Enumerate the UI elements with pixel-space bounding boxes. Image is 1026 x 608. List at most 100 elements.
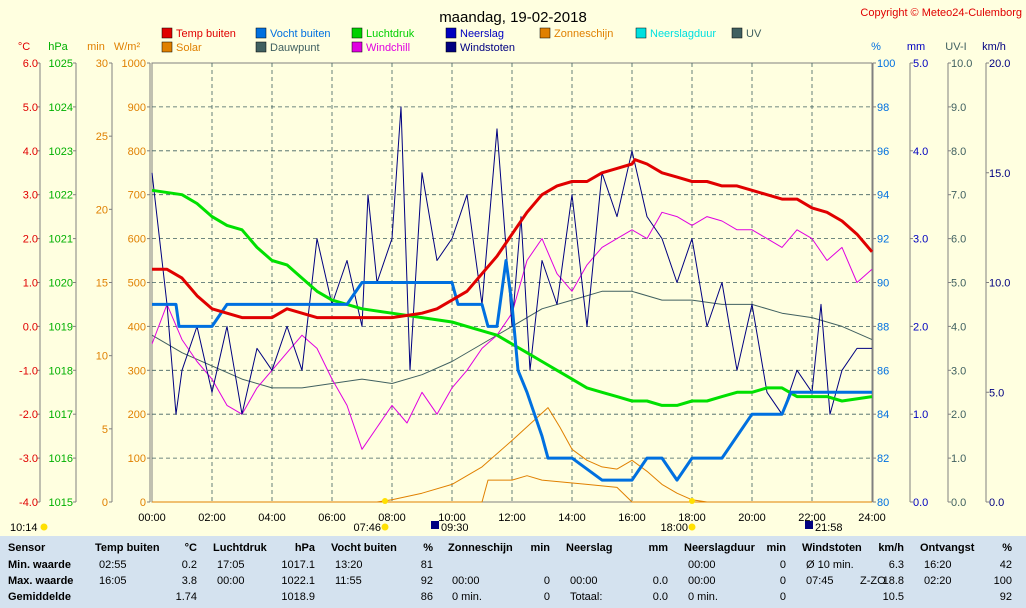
- moonset-icon: [805, 521, 813, 529]
- rain-axis-tick-label: 4.0: [913, 146, 928, 158]
- minutes-axis-tick-label: 0: [102, 497, 108, 509]
- stats-time-pressure: 17:05: [217, 559, 245, 571]
- legend-label: Dauwpunt: [270, 42, 320, 54]
- rain-axis-tick-label: 3.0: [913, 234, 928, 246]
- series-line-vocht-buiten: [152, 259, 872, 482]
- sunset-axis-marker: [689, 498, 695, 504]
- temp-axis-tick-label: 3.0: [23, 190, 38, 202]
- legend-label: Neerslag: [460, 28, 504, 40]
- time-tick-label: 04:00: [258, 512, 286, 524]
- pressure-unit-label: hPa: [48, 41, 68, 53]
- legend-swatch: [255, 41, 267, 53]
- uv-axis-tick-label: 8.0: [951, 146, 966, 158]
- stats-unit-rainduration: min: [766, 542, 786, 554]
- uv-axis-tick-label: 10.0: [951, 58, 972, 70]
- chart-title: maandag, 19-02-2018: [439, 9, 587, 26]
- stats-value-rainduration: 0: [779, 575, 786, 587]
- rain-axis-tick-label: 5.0: [913, 58, 928, 70]
- stats-time-wind: 07:45: [806, 575, 834, 587]
- stats-sensor-column: Sensor Min. waarde Max. waarde Gemiddeld…: [8, 536, 93, 608]
- solar-axis-tick-label: 300: [128, 365, 146, 377]
- pressure-axis-tick-label: 1022: [49, 190, 73, 202]
- temp-axis-tick-label: 6.0: [23, 58, 38, 70]
- stats-value-humidity: 86: [420, 591, 433, 603]
- daylength-label: 10:14: [10, 522, 38, 534]
- stats-column-rainduration: Neerslagduur min 00:00 0 00:00 0 0 min. 0: [684, 536, 794, 608]
- stats-value-pressure: 1017.1: [281, 559, 315, 571]
- stats-column-dewpoint: Ontvangst% 16:20 42 02:20 100 92: [920, 536, 1020, 608]
- sunrise-icon: [381, 523, 389, 531]
- stats-column-sunshine: Zonneschijn min 00:00 0 0 min. 0: [448, 536, 558, 608]
- stats-time-rainduration: 00:00: [688, 559, 716, 571]
- humidity-axis-tick-label: 88: [877, 321, 889, 333]
- weather-chart: maandag, 19-02-2018 Copyright © Meteo24-…: [10, 7, 1022, 534]
- humidity-axis-tick-label: 92: [877, 234, 889, 246]
- solar-axis-tick-label: 200: [128, 409, 146, 421]
- wind-unit-label: km/h: [982, 41, 1006, 53]
- humidity-axis-tick-label: 96: [877, 146, 889, 158]
- stats-value-pressure: 1022.1: [281, 575, 315, 587]
- minutes-axis-tick-label: 10: [96, 351, 108, 363]
- stats-row-label-avg: Gemiddelde: [8, 591, 71, 603]
- time-tick-label: 10:00: [438, 512, 466, 524]
- pressure-axis-tick-label: 1019: [49, 321, 73, 333]
- temp-unit-label: °C: [18, 41, 30, 53]
- legend-swatch: [635, 27, 647, 39]
- humidity-axis-tick-label: 94: [877, 190, 889, 202]
- stats-value-pressure: 1018.9: [281, 591, 315, 603]
- moonrise-label: 09:30: [441, 522, 469, 534]
- minutes-axis-tick-label: 30: [96, 58, 108, 70]
- stats-column-pressure: Luchtdruk hPa 17:05 1017.1 00:00 1022.1 1018.9: [213, 536, 323, 608]
- humidity-unit-label: %: [871, 41, 881, 53]
- pressure-axis-tick-label: 1017: [49, 409, 73, 421]
- time-tick-label: 08:00: [378, 512, 406, 524]
- legend-swatch: [445, 41, 457, 53]
- stats-header-dewpoint: Ontvangst: [920, 542, 975, 554]
- legend-label: Temp buiten: [176, 28, 236, 40]
- stats-value-wind: 18.8: [882, 575, 904, 587]
- stats-value-rainduration: 0: [779, 559, 786, 571]
- stats-unit-humidity: %: [423, 542, 433, 554]
- stats-time-rainduration: 00:00: [688, 575, 716, 587]
- legend-label: UV: [746, 28, 762, 40]
- pressure-axis-tick-label: 1020: [49, 278, 73, 290]
- stats-time-dewpoint: 02:20: [924, 575, 952, 587]
- stats-value-sunshine: 0: [543, 591, 550, 603]
- wind-axis-tick-label: 10.0: [989, 278, 1010, 290]
- stats-time-sunshine: 00:00: [452, 575, 480, 587]
- stats-header-rain: Neerslag: [566, 542, 613, 554]
- legend-label: Luchtdruk: [366, 28, 415, 40]
- temp-axis-tick-label: -4.0: [19, 497, 38, 509]
- stats-time-rain: 00:00: [570, 575, 598, 587]
- solar-axis-tick-label: 900: [128, 102, 146, 114]
- stats-value-temp: 1.74: [175, 591, 197, 603]
- stats-value-rainduration: 0: [779, 591, 786, 603]
- pressure-axis-tick-label: 1021: [49, 234, 73, 246]
- pressure-axis-tick-label: 1023: [49, 146, 73, 158]
- pressure-axis-tick-label: 1016: [49, 453, 73, 465]
- temp-axis-tick-label: -1.0: [19, 365, 38, 377]
- minutes-axis-tick-label: 5: [102, 424, 108, 436]
- time-tick-label: 20:00: [738, 512, 766, 524]
- time-tick-label: 14:00: [558, 512, 586, 524]
- legend-swatch: [731, 27, 743, 39]
- stats-time-temp: 16:05: [99, 575, 127, 587]
- legend-label: Solar: [176, 42, 202, 54]
- stats-value-temp: 0.2: [181, 559, 197, 571]
- stats-time-rainduration: 0 min.: [688, 591, 718, 603]
- stats-value-dewpoint: 100: [993, 575, 1012, 587]
- temp-axis-tick-label: -2.0: [19, 409, 38, 421]
- moonset-label: 21:58: [815, 522, 843, 534]
- stats-time-sunshine: 0 min.: [452, 591, 482, 603]
- legend-label: Vocht buiten: [270, 28, 331, 40]
- legend-swatch: [161, 41, 173, 53]
- series-line-temp-buiten: [152, 158, 874, 320]
- stats-header-sunshine: Zonneschijn: [448, 542, 513, 554]
- temp-axis-tick-label: 2.0: [23, 234, 38, 246]
- stats-column-humidity: Vocht buiten% 13:20 81 11:55 92 86: [331, 536, 441, 608]
- rain-axis-tick-label: 2.0: [913, 321, 928, 333]
- stats-time-pressure: 00:00: [217, 575, 245, 587]
- chart-axes: 6.05.04.03.02.01.00.0-1.0-2.0-3.0-4.0102…: [18, 41, 1011, 524]
- temp-axis-tick-label: 4.0: [23, 146, 38, 158]
- stats-header-pressure: Luchtdruk: [213, 542, 267, 554]
